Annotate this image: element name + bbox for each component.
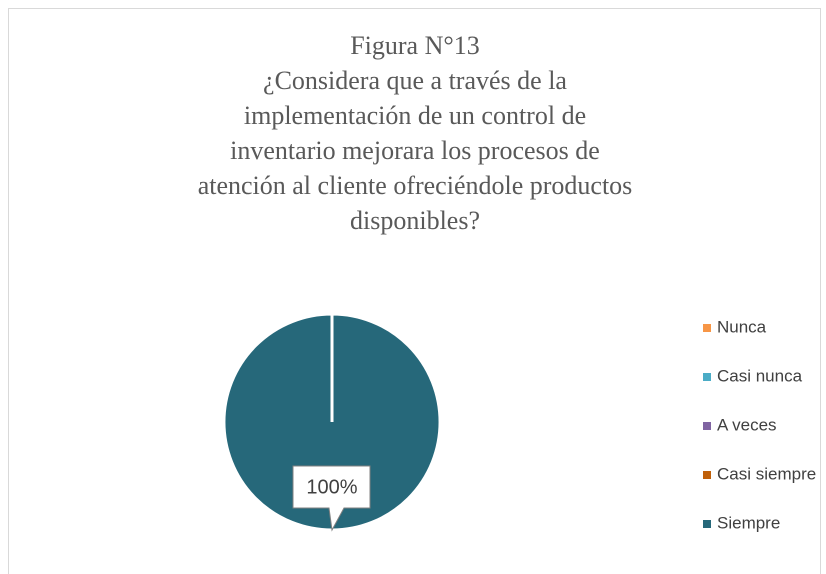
chart-border xyxy=(8,8,821,574)
legend-label: Casi nunca xyxy=(717,366,803,385)
legend-swatch xyxy=(703,373,711,381)
legend-label: Siempre xyxy=(717,513,780,532)
data-label: 100% xyxy=(306,476,357,498)
legend-swatch xyxy=(703,520,711,528)
legend-label: Casi siempre xyxy=(717,464,816,483)
legend-swatch xyxy=(703,422,711,430)
legend-label: A veces xyxy=(717,415,777,434)
data-label-callout xyxy=(292,465,371,532)
legend-swatch xyxy=(703,324,711,332)
title-block: Figura N°13 ¿Considera que a través de l… xyxy=(190,28,640,238)
legend-label: Nunca xyxy=(717,317,767,336)
chart-subtitle: ¿Considera que a través de la implementa… xyxy=(197,66,633,235)
chart-title: Figura N°13 xyxy=(350,31,480,60)
legend-swatch xyxy=(703,471,711,479)
